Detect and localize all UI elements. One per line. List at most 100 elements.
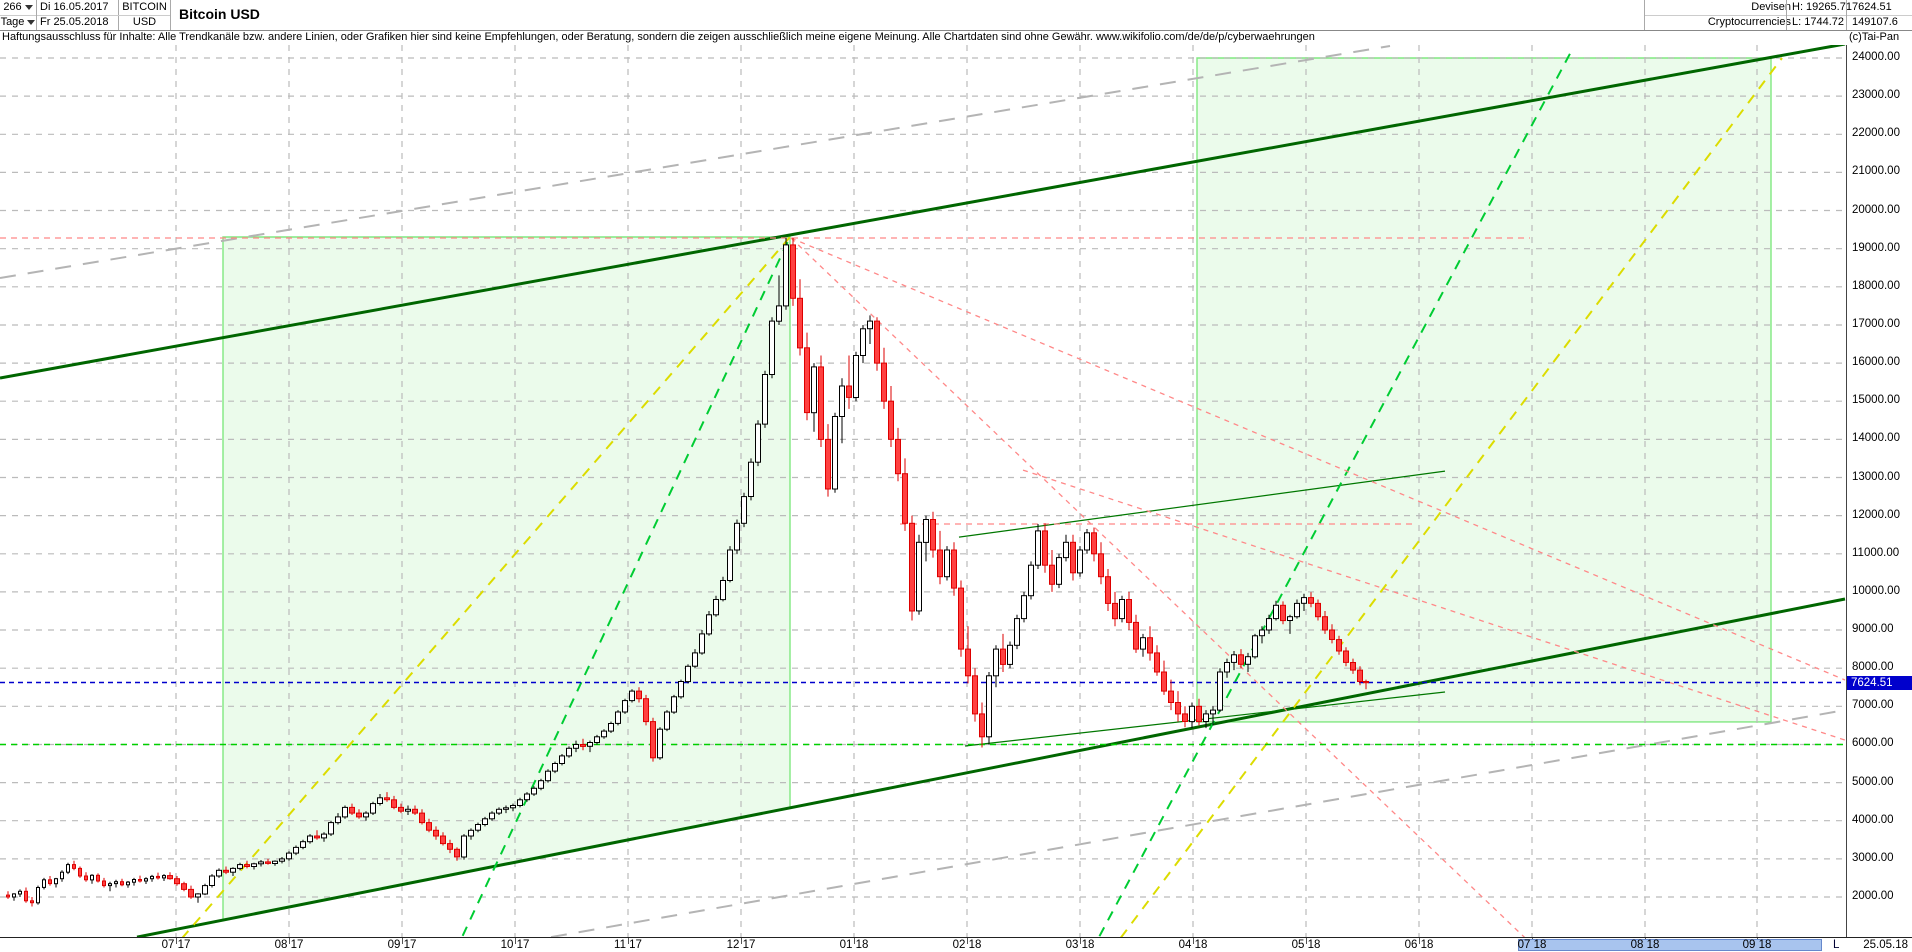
candle-body [636,690,642,700]
price-tick-label: 14000.00 [1852,432,1900,445]
candle-body [1238,654,1244,665]
candle-body [1294,602,1300,618]
candle-body [6,894,10,898]
date-from[interactable]: Di 16.05.2017 [37,0,121,16]
candle-body [90,874,94,881]
copyright-label: (c)Tai-Pan [1849,30,1912,45]
candle-body [216,869,222,877]
fan-line-2 [790,237,1846,681]
candle-body [790,244,796,299]
candle-body [356,812,362,818]
candle-body [1098,553,1104,578]
candle-body [594,736,600,743]
symbol-currency: USD [132,16,157,28]
category-cell: Devisen Cryptocurrencies [1644,0,1796,30]
month-tick [515,938,516,944]
gray-dashed-lower [550,709,1846,937]
low-value: L: 1744.72 [1792,16,1844,28]
candle-body [867,320,873,330]
month-tick [854,938,855,944]
candle-body [237,864,243,869]
period-dropdown[interactable]: 266 [0,0,36,16]
candle-body [60,871,64,880]
time-axis: L 25.05.18 07 17 08 17 09 17 10 17 11 17 12 1… [0,937,1912,952]
candle-body [552,763,558,772]
candle-body [328,822,334,835]
candle-body [468,829,474,837]
thin-resistance-line [958,470,1446,538]
candle-body [482,818,488,825]
candle-body [1014,618,1020,646]
candle-body [517,799,523,806]
symbol-cell: BITCOIN USD [119,0,171,30]
candle-body [671,696,677,713]
candle-body [426,822,432,831]
candle-body [720,580,726,601]
candle-body [902,473,908,524]
candle-body [1266,618,1272,631]
date-to[interactable]: Fr 25.05.2018 [40,16,109,28]
candle-body [804,347,810,414]
candle-body [286,852,292,860]
chevron-down-icon [24,4,33,10]
candle-body [699,633,705,654]
candle-body [573,744,579,749]
candle-body [188,888,194,898]
candle-body [1363,681,1369,684]
candle-body [1357,669,1363,682]
candle-body [108,883,112,887]
candle-body [195,893,201,898]
candle-body [412,808,418,814]
candle-body [475,824,481,831]
candle-body [657,728,663,759]
candle-body [1161,671,1167,692]
price-tick-label: 9000.00 [1852,623,1894,636]
fan-line-3 [1022,469,1846,741]
candle-body [24,890,28,902]
yellow-dashed-left [181,236,791,937]
candle-body [102,880,106,887]
candle-body [874,320,880,364]
candle-body [342,806,348,818]
candle-body [1042,530,1048,566]
month-label: 07 17 [161,939,191,951]
month-tick [289,938,290,944]
candle-body [930,519,936,551]
candle-body [713,599,719,616]
month-tick [741,938,742,944]
candle-body [1091,532,1097,555]
price-tick-label: 24000.00 [1852,51,1900,63]
candle-body [174,878,180,885]
candle-body [685,665,691,683]
chevron-down-icon [27,19,36,25]
candle-body [1329,629,1335,640]
candle-body [114,881,118,885]
green-dashed-left [460,236,791,937]
lower-trend-channel [136,597,1846,937]
candle-body [832,416,838,490]
candle-body [42,879,46,888]
price-tick-label: 5000.00 [1852,775,1894,788]
month-tick [967,938,968,944]
candle-body [384,797,390,801]
price-tick-label: 3000.00 [1852,851,1894,864]
candle-body [734,522,740,551]
candle-body [1203,713,1209,723]
candle-body [18,890,22,895]
month-tick [1193,938,1194,944]
candle-body [138,879,142,882]
candle-body [1217,671,1223,711]
candle-body [622,700,628,713]
candle-body [664,711,670,730]
candle-body [1154,652,1160,673]
candle-body [797,297,803,349]
page-title: Bitcoin USD [179,6,260,22]
candle-body [1028,564,1034,597]
month-label: 09 17 [387,939,417,951]
green-dashed-right [1097,47,1574,937]
timeframe-dropdown[interactable]: Tage [0,15,36,30]
candle-body [1126,599,1132,623]
candle-body [391,799,397,808]
candle-body [335,816,341,824]
